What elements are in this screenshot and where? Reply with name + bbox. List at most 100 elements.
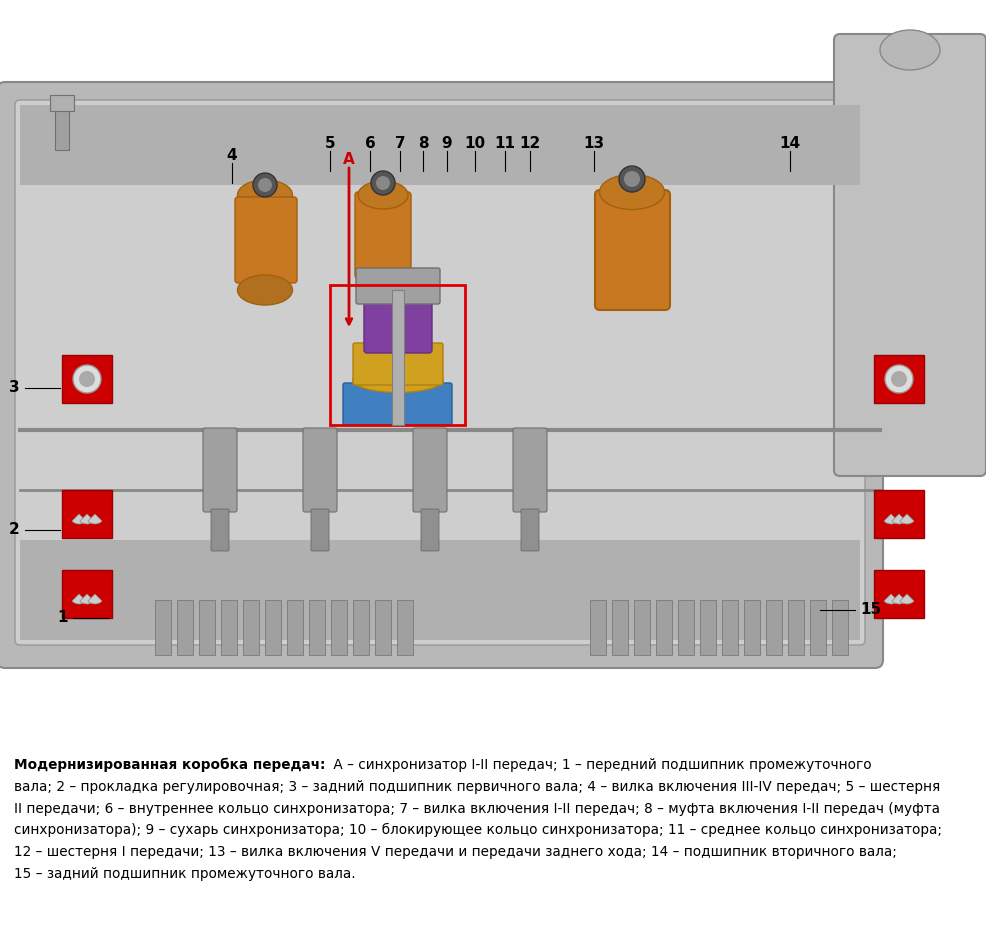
- Bar: [55, 100, 69, 150]
- Text: 12: 12: [520, 135, 540, 150]
- Wedge shape: [88, 514, 103, 524]
- Text: 5: 5: [324, 135, 335, 150]
- Circle shape: [253, 173, 277, 197]
- FancyBboxPatch shape: [303, 428, 337, 512]
- Bar: [722, 600, 738, 655]
- Bar: [353, 600, 369, 655]
- FancyBboxPatch shape: [235, 197, 297, 283]
- Bar: [62, 490, 112, 538]
- Ellipse shape: [599, 174, 665, 210]
- Ellipse shape: [880, 30, 940, 70]
- Text: А – синхронизатор I-II передач; 1 – передний подшипник промежуточного: А – синхронизатор I-II передач; 1 – пере…: [329, 758, 872, 772]
- Wedge shape: [900, 594, 914, 604]
- Bar: [634, 600, 650, 655]
- Wedge shape: [80, 594, 94, 604]
- FancyBboxPatch shape: [356, 268, 440, 304]
- Circle shape: [619, 166, 645, 192]
- Text: 12 – шестерня I передачи; 13 – вилка включения V передачи и передачи заднего ход: 12 – шестерня I передачи; 13 – вилка вкл…: [14, 845, 897, 859]
- Wedge shape: [72, 514, 86, 524]
- FancyBboxPatch shape: [595, 190, 670, 310]
- Text: 9: 9: [442, 135, 453, 150]
- Bar: [590, 600, 606, 655]
- Circle shape: [73, 365, 101, 393]
- FancyBboxPatch shape: [834, 34, 986, 476]
- Bar: [243, 600, 259, 655]
- Bar: [287, 600, 303, 655]
- FancyBboxPatch shape: [364, 292, 432, 353]
- Bar: [199, 600, 215, 655]
- FancyBboxPatch shape: [311, 509, 329, 551]
- FancyBboxPatch shape: [343, 383, 452, 425]
- Ellipse shape: [358, 181, 408, 209]
- Bar: [392, 290, 404, 425]
- Bar: [20, 540, 860, 640]
- FancyBboxPatch shape: [413, 428, 447, 512]
- Text: 8: 8: [418, 135, 428, 150]
- Bar: [832, 600, 848, 655]
- Bar: [221, 600, 237, 655]
- Wedge shape: [883, 594, 898, 604]
- Text: 7: 7: [394, 135, 405, 150]
- Bar: [766, 600, 782, 655]
- Bar: [874, 570, 924, 618]
- Bar: [612, 600, 628, 655]
- Text: вала; 2 – прокладка регулировочная; 3 – задний подшипник первичного вала; 4 – ви: вала; 2 – прокладка регулировочная; 3 – …: [14, 780, 941, 794]
- Circle shape: [624, 171, 640, 187]
- FancyBboxPatch shape: [353, 343, 443, 385]
- FancyBboxPatch shape: [421, 509, 439, 551]
- Bar: [155, 600, 171, 655]
- Circle shape: [885, 365, 913, 393]
- FancyBboxPatch shape: [355, 192, 411, 278]
- Circle shape: [79, 371, 95, 387]
- Wedge shape: [892, 514, 906, 524]
- Text: 2: 2: [9, 522, 20, 537]
- Bar: [678, 600, 694, 655]
- Ellipse shape: [238, 180, 293, 210]
- Bar: [177, 600, 193, 655]
- Text: II передачи; 6 – внутреннее кольцо синхронизатора; 7 – вилка включения I-II пере: II передачи; 6 – внутреннее кольцо синхр…: [14, 801, 940, 815]
- Bar: [375, 600, 391, 655]
- Bar: [744, 600, 760, 655]
- Text: Модернизированная коробка передач:: Модернизированная коробка передач:: [14, 758, 325, 773]
- Bar: [656, 600, 672, 655]
- Ellipse shape: [238, 275, 293, 305]
- Text: 13: 13: [584, 135, 604, 150]
- Text: 4: 4: [227, 147, 238, 162]
- Bar: [62, 570, 112, 618]
- Wedge shape: [900, 514, 914, 524]
- Wedge shape: [892, 594, 906, 604]
- Text: 10: 10: [464, 135, 485, 150]
- FancyBboxPatch shape: [513, 428, 547, 512]
- Text: A: A: [343, 152, 355, 168]
- Bar: [810, 600, 826, 655]
- Text: 3: 3: [10, 381, 20, 396]
- Text: 14: 14: [780, 135, 801, 150]
- FancyBboxPatch shape: [211, 509, 229, 551]
- Bar: [788, 600, 804, 655]
- Bar: [20, 105, 860, 185]
- Text: 15: 15: [860, 603, 881, 618]
- Text: 6: 6: [365, 135, 376, 150]
- Circle shape: [371, 171, 395, 195]
- Circle shape: [258, 178, 272, 192]
- Wedge shape: [80, 514, 94, 524]
- Bar: [50, 95, 74, 111]
- FancyBboxPatch shape: [203, 428, 237, 512]
- Bar: [62, 355, 112, 403]
- FancyBboxPatch shape: [521, 509, 539, 551]
- Ellipse shape: [353, 368, 443, 393]
- Wedge shape: [883, 514, 898, 524]
- Bar: [874, 490, 924, 538]
- Bar: [331, 600, 347, 655]
- Wedge shape: [88, 594, 103, 604]
- FancyBboxPatch shape: [0, 82, 883, 668]
- Circle shape: [891, 371, 907, 387]
- Bar: [700, 600, 716, 655]
- Bar: [874, 355, 924, 403]
- Text: 11: 11: [495, 135, 516, 150]
- Text: синхронизатора); 9 – сухарь синхронизатора; 10 – блокирующее кольцо синхронизато: синхронизатора); 9 – сухарь синхронизато…: [14, 823, 942, 837]
- Wedge shape: [72, 594, 86, 604]
- Bar: [309, 600, 325, 655]
- Bar: [880, 50, 940, 130]
- FancyBboxPatch shape: [15, 100, 865, 645]
